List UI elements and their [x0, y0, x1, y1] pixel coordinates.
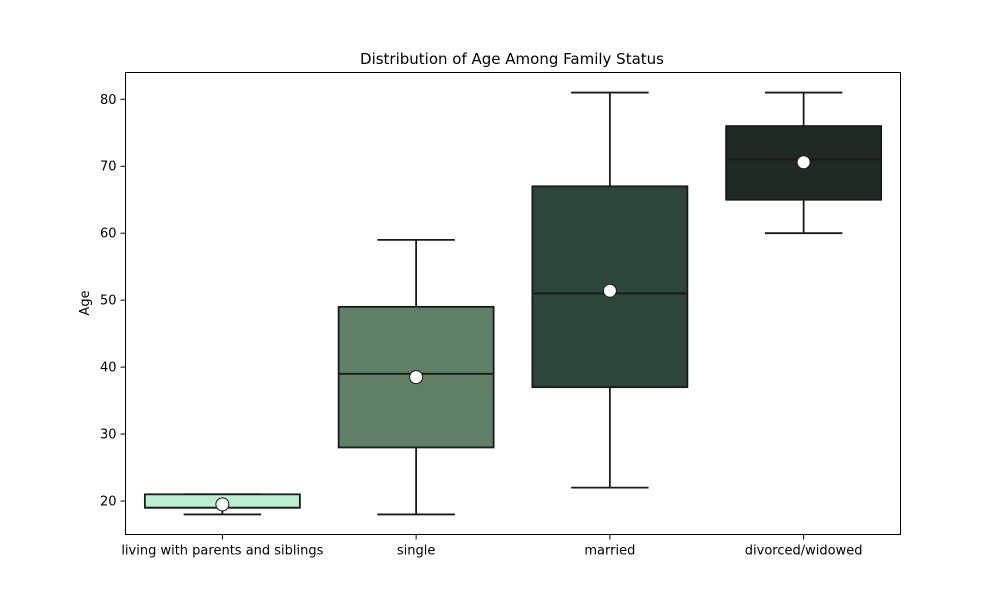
- y-tick-label: 70: [100, 160, 117, 175]
- y-tick-label: 80: [100, 93, 117, 108]
- x-tick-label: living with parents and siblings: [121, 544, 323, 559]
- y-axis-label: Age: [78, 290, 93, 315]
- y-tick-label: 40: [100, 361, 117, 376]
- plot-frame: [125, 72, 901, 535]
- mean-marker: [796, 155, 811, 170]
- y-tick-label: 50: [100, 294, 117, 309]
- y-tick-label: 60: [100, 227, 117, 242]
- x-tick-label: single: [397, 544, 436, 559]
- mean-marker: [602, 283, 617, 298]
- y-tick-label: 30: [100, 428, 117, 443]
- mean-marker: [409, 370, 424, 385]
- x-tick-label: divorced/widowed: [745, 544, 863, 559]
- y-tick-label: 20: [100, 495, 117, 510]
- chart-title: Distribution of Age Among Family Status: [360, 50, 664, 68]
- mean-marker: [215, 497, 230, 512]
- x-tick-label: married: [584, 544, 635, 559]
- plot-area: 20 30 40 50 60 70 80 living with parents and si…: [100, 91, 883, 559]
